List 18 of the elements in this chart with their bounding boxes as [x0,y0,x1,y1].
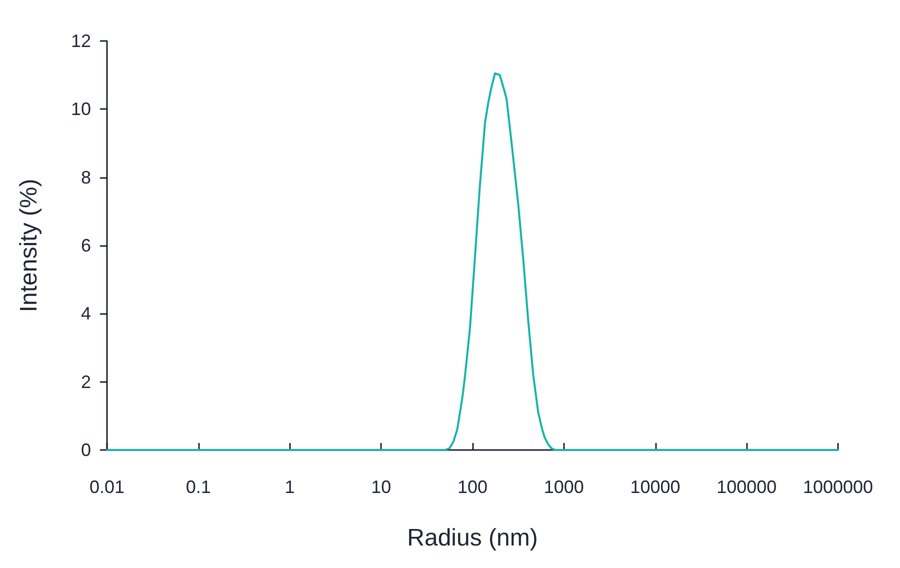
x-tick-label: 10 [371,477,392,497]
x-tick-label: 100000 [716,477,777,497]
y-tick-label: 6 [80,236,91,256]
x-tick-label: 10000 [630,477,680,497]
x-tick-label: 100 [457,477,488,497]
y-tick-label: 0 [80,440,91,460]
x-axis-title: Radius (nm) [407,524,538,552]
y-axis-title: Intensity (%) [16,178,42,312]
y-tick-label: 10 [70,99,91,120]
x-tick-label: 1000 [544,477,584,497]
x-tick-label: 0.1 [186,477,211,497]
y-tick-label: 8 [80,167,91,188]
x-tick-label: 1000000 [802,477,874,497]
x-tick-label: 1 [284,477,295,497]
y-tick-label: 2 [80,372,91,392]
y-tick-label: 4 [80,304,91,324]
x-tick-label: 0.01 [89,477,125,497]
y-tick-label: 12 [70,31,91,51]
